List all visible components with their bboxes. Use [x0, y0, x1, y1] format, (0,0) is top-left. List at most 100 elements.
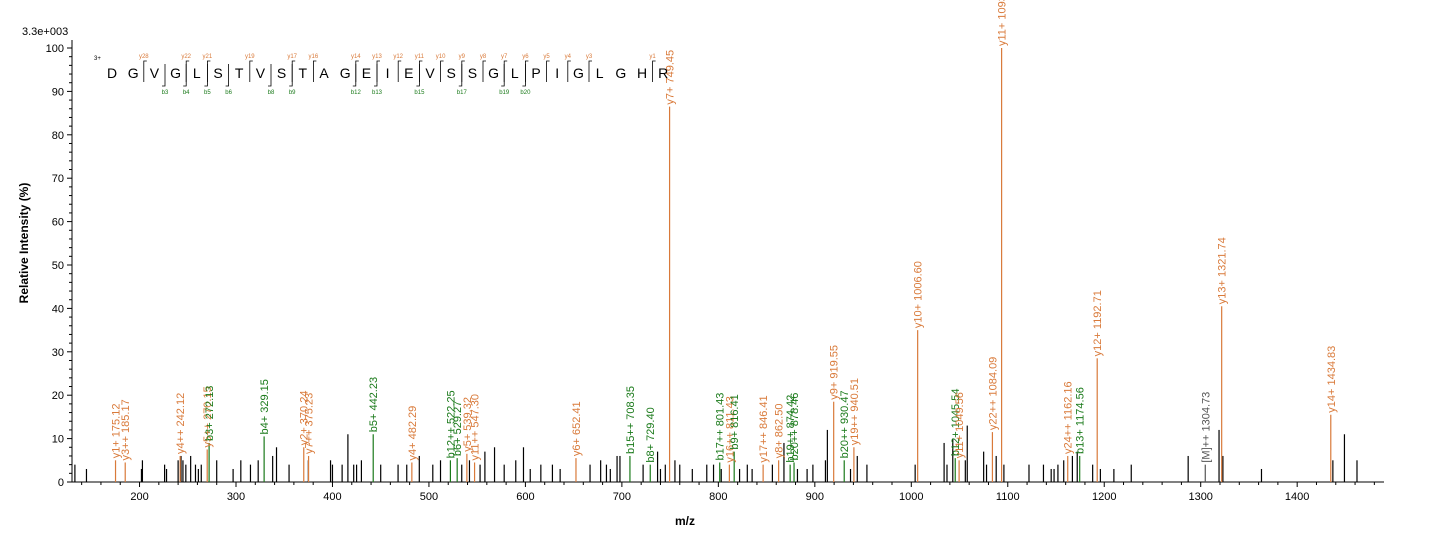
peak-label-b: b5+ 442.23: [368, 377, 380, 432]
residue: G: [488, 65, 499, 81]
x-tick-label: 1100: [996, 491, 1020, 503]
x-tick-label: 200: [130, 491, 148, 503]
y-ion-bracket: [376, 60, 380, 82]
b-ion-marker: b3: [162, 90, 169, 96]
peak-label-y: y17++ 846.41: [758, 395, 770, 462]
peak-label-b: b20++ 930.47: [839, 390, 851, 458]
b-ion-bracket: [268, 64, 272, 87]
y-ion-bracket: [185, 60, 190, 82]
peak-label-y: y13+ 1321.74: [1217, 237, 1229, 304]
peak-label-precursor: [M]++ 1304.73: [1200, 392, 1212, 463]
y-ion-marker: y5: [543, 54, 550, 60]
residue: L: [596, 65, 604, 81]
peak-label-b: b9+ 816.41: [729, 394, 741, 449]
x-tick-label: 1000: [899, 491, 923, 503]
y-tick-label: 40: [52, 303, 64, 315]
peak-label-y: y8+ 862.50: [774, 404, 786, 459]
residue: I: [386, 65, 390, 81]
y-ion-marker: y19: [245, 54, 255, 60]
b-ion-marker: b8: [268, 90, 275, 96]
peak-label-b: b6+ 529.27: [452, 401, 464, 456]
y-ion-marker: y16: [309, 54, 319, 60]
y-ion-marker: y11: [415, 54, 425, 60]
residue: S: [468, 65, 477, 81]
peak-label-b: b4+ 329.15: [259, 379, 271, 434]
y-ion-bracket: [503, 60, 508, 82]
y-ion-marker: y12: [393, 54, 403, 60]
residue: I: [555, 65, 559, 81]
y-ion-marker: y17: [287, 54, 297, 60]
y-ion-marker: y7: [501, 54, 508, 60]
b-ion-bracket: [162, 64, 166, 87]
residue: A: [319, 65, 329, 81]
b-ion-marker: b19: [499, 90, 510, 96]
x-tick-label: 400: [323, 491, 341, 503]
b-ion-marker: b13: [372, 90, 383, 96]
peak-label-y: y16++ 811.43: [724, 396, 736, 462]
b-ion-bracket: [289, 64, 293, 87]
b-ion-marker: b4: [183, 90, 190, 96]
peak-label-y: y9+ 919.55: [829, 345, 841, 400]
residue: L: [193, 65, 201, 81]
x-axis-title: m/z: [675, 514, 695, 528]
axes: 0 10 20 30 40 50 60 70 80 90 100 200 300 400 500 600 700…: [46, 40, 1384, 503]
b-ion-bracket: [458, 64, 463, 87]
y-ion-bracket: [652, 60, 656, 82]
residue: H: [637, 65, 647, 81]
y-tick-label: 90: [52, 86, 64, 98]
peak-label-b: b12++ 522.25: [445, 390, 457, 458]
peak-label-y: y2+ 370.24: [299, 391, 311, 446]
y-ion-marker: y6: [522, 54, 529, 60]
b-ion-marker: b15: [414, 90, 425, 96]
y-ion-bracket: [418, 60, 423, 82]
x-tick-label: 600: [516, 491, 534, 503]
residue: P: [531, 65, 540, 81]
b-ion-bracket: [522, 64, 526, 87]
residue: L: [511, 65, 519, 81]
residue: E: [404, 65, 413, 81]
y-ion-marker: y13: [372, 54, 382, 60]
y-ion-bracket: [143, 60, 147, 82]
y-ion-bracket: [206, 60, 211, 82]
y-ion-bracket: [355, 60, 359, 82]
peak-label-y: y6+ 652.41: [571, 401, 583, 456]
y-ion-marker: y14: [351, 54, 361, 60]
residue: R: [658, 65, 668, 81]
peak-label-b: b8+ 729.40: [645, 407, 657, 462]
peak-label-y: y7++ 375.23: [304, 393, 316, 454]
y-ion-bracket: [482, 60, 486, 82]
x-tick-label: 1200: [1092, 491, 1116, 503]
residue: S: [213, 65, 222, 81]
peak-label-y: y22++ 1084.09: [987, 357, 999, 430]
x-tick-label: 300: [227, 491, 245, 503]
b-ion-bracket: [416, 64, 420, 87]
y-ion-marker: y3: [586, 54, 593, 60]
y-ion-marker: y10: [436, 54, 446, 60]
y-ion-marker: y1: [649, 54, 656, 60]
residue: G: [340, 65, 351, 81]
x-tick-label: 1400: [1285, 491, 1309, 503]
y-ion-marker: y9: [459, 54, 466, 60]
x-tick-label: 500: [420, 491, 438, 503]
residue: G: [573, 65, 584, 81]
x-tick-label: 800: [709, 491, 727, 503]
y-ion-bracket: [546, 60, 550, 82]
charge-state-label: 3+: [94, 56, 101, 62]
y-ion-marker: y22: [181, 54, 191, 60]
residue: V: [256, 65, 266, 81]
y-tick-label: 80: [52, 130, 64, 142]
y-ion-bracket: [525, 60, 529, 82]
b-ion-bracket: [352, 64, 357, 87]
y-ion-bracket: [461, 60, 465, 82]
peak-label-y: y1+ 175.12: [111, 404, 123, 459]
y-ion-marker: y8: [480, 54, 487, 60]
peak-label-y: y4+ 482.29: [407, 406, 419, 461]
peak-label-b: b19++ 874.42: [785, 395, 797, 463]
y-ion-bracket: [588, 60, 592, 82]
y-ion-bracket: [291, 60, 296, 82]
y-tick-label: 50: [52, 260, 64, 272]
peak-label-y: y4++ 242.12: [175, 393, 187, 454]
residue: T: [235, 65, 244, 81]
